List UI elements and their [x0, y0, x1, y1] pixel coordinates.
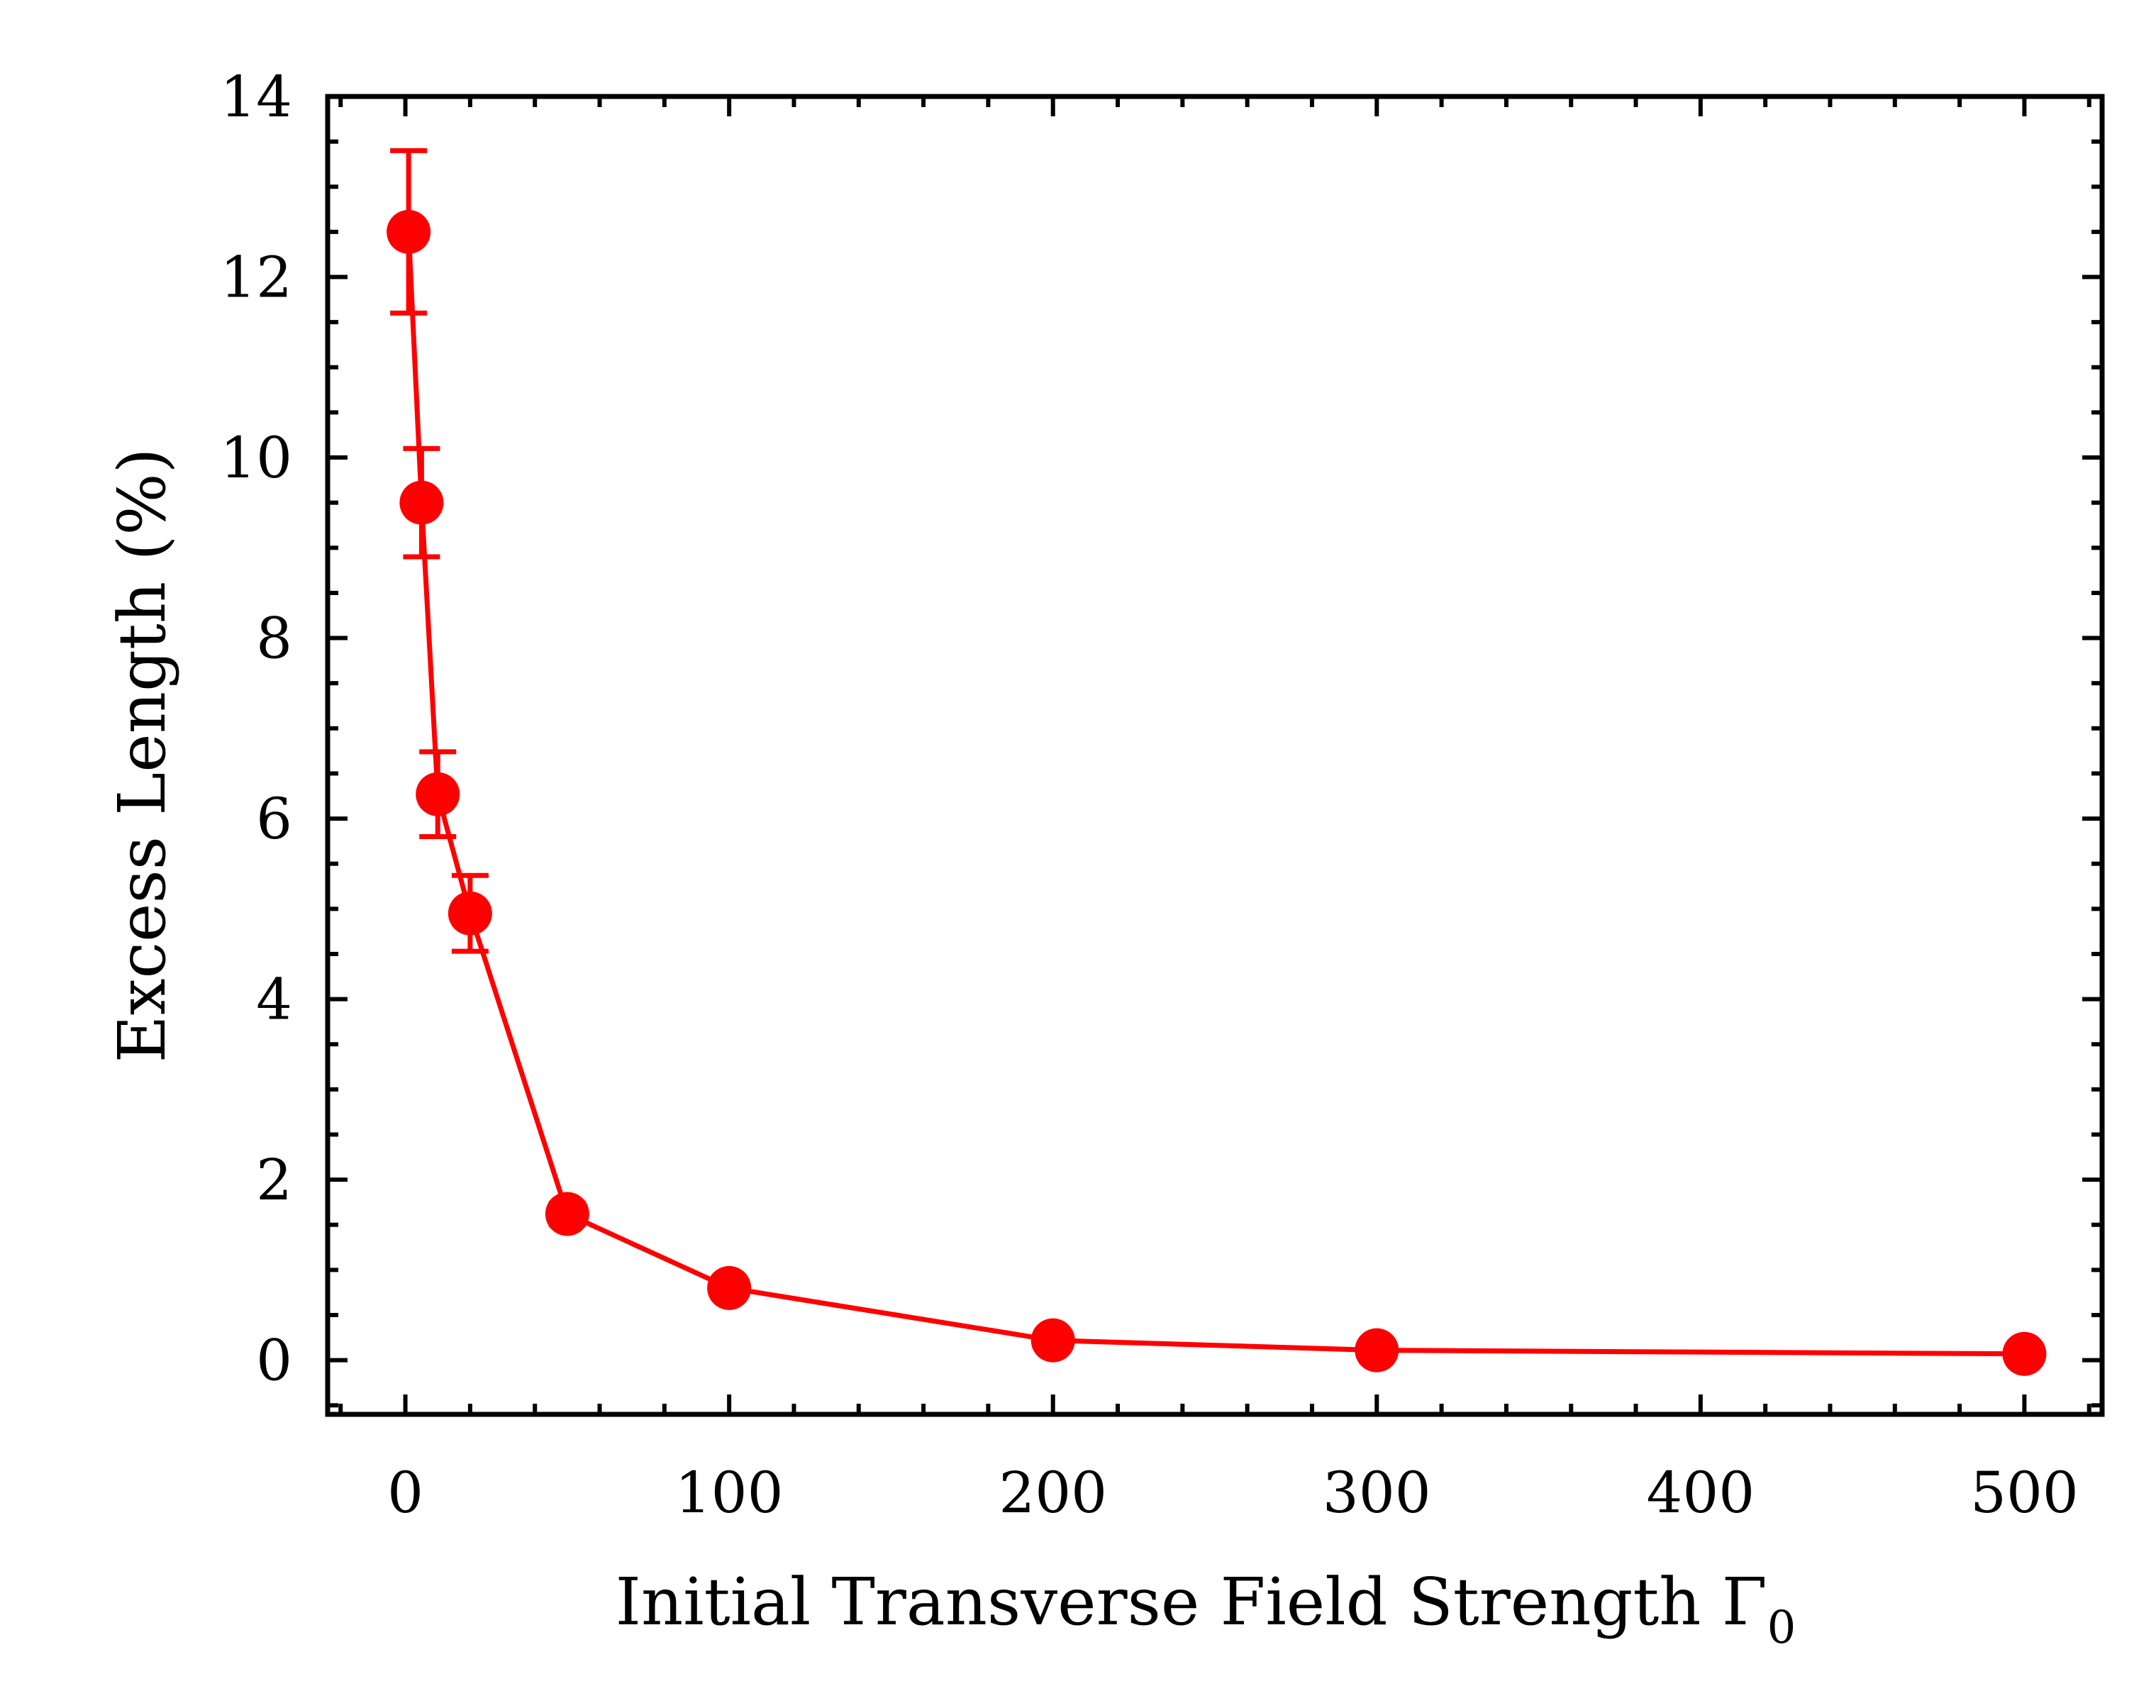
- x-tick-label: 400: [1647, 1460, 1755, 1526]
- x-tick-label: 300: [1323, 1460, 1431, 1526]
- x-axis-label: Initial Transverse Field Strength Γ0: [616, 1564, 1796, 1654]
- data-point: [1030, 1318, 1075, 1363]
- data-point: [545, 1192, 589, 1236]
- data-point: [707, 1265, 752, 1310]
- y-tick-label: 12: [220, 245, 292, 311]
- y-tick-label: 8: [256, 606, 292, 672]
- data-point: [448, 891, 492, 936]
- x-tick-label: 200: [999, 1460, 1107, 1526]
- y-tick-label: 0: [256, 1328, 292, 1394]
- series-line: [406, 231, 2025, 1357]
- tick-labels: 0 100 200 300 400 500 0 2 4 6 8 10 12 14: [220, 64, 2079, 1526]
- y-axis-label: Excess Length (%): [104, 448, 180, 1063]
- x-tick-label: 100: [675, 1460, 784, 1526]
- x-axis-label-subscript: 0: [1767, 1602, 1796, 1654]
- ticks-layer: [328, 94, 2102, 1414]
- y-tick-label: 10: [220, 425, 292, 491]
- series-layer: [387, 148, 2047, 1376]
- data-point: [416, 772, 460, 816]
- data-point: [387, 209, 431, 254]
- y-tick-label: 14: [220, 64, 292, 130]
- data-point: [1355, 1328, 1399, 1372]
- y-tick-label: 6: [256, 786, 292, 852]
- x-tick-label: 0: [387, 1460, 423, 1526]
- x-tick-label: 500: [1970, 1460, 2079, 1526]
- y-tick-label: 4: [256, 967, 292, 1033]
- y-tick-label: 2: [256, 1147, 292, 1213]
- axes-frame: [325, 94, 2105, 1417]
- data-point: [399, 480, 444, 525]
- data-point: [2002, 1331, 2047, 1376]
